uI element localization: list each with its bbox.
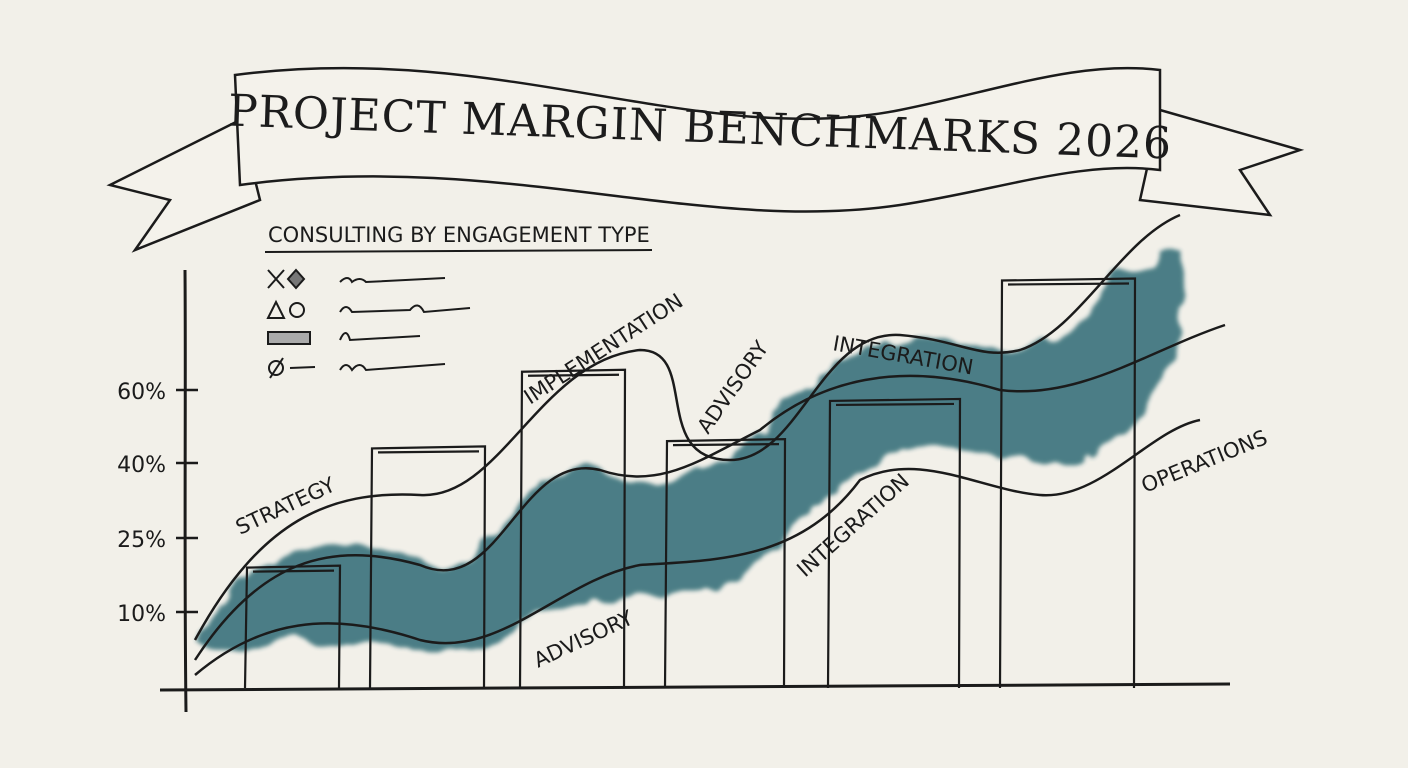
bar — [518, 368, 627, 689]
curve-lower — [194, 418, 1201, 676]
legend-squiggle-2 — [339, 304, 471, 314]
annotation-label: ADVISORY — [692, 337, 773, 438]
legend — [266, 268, 471, 379]
hatched-bar-icon — [267, 331, 311, 345]
x-axis — [159, 682, 1231, 692]
curve-middle — [193, 323, 1226, 661]
legend-squiggle-1 — [339, 277, 446, 284]
title-banner — [106, 66, 1305, 253]
annotation-label: ADVISORY — [530, 606, 637, 673]
null-dash-icon — [268, 357, 316, 379]
curve-upper — [193, 213, 1181, 641]
y-tick-label: 40% — [117, 453, 166, 478]
subtitle-underline — [264, 249, 653, 253]
y-tick-label: 60% — [117, 380, 166, 405]
x-diamond-icon — [267, 268, 306, 290]
bar — [826, 397, 962, 689]
legend-squiggle-3 — [339, 332, 421, 342]
annotation-label: IMPLEMENTATION — [520, 289, 688, 409]
annotation-label: OPERATIONS — [1138, 425, 1271, 497]
bar — [368, 445, 487, 689]
y-tick-label: 10% — [117, 602, 166, 627]
y-axis — [183, 269, 188, 713]
triangle-circle-icon — [266, 299, 305, 319]
legend-squiggle-4 — [339, 363, 446, 372]
watercolor-band — [195, 250, 1186, 652]
chart-subtitle: CONSULTING BY ENGAGEMENT TYPE — [268, 223, 650, 247]
y-tick-label: 25% — [117, 528, 166, 553]
bar — [998, 277, 1137, 689]
